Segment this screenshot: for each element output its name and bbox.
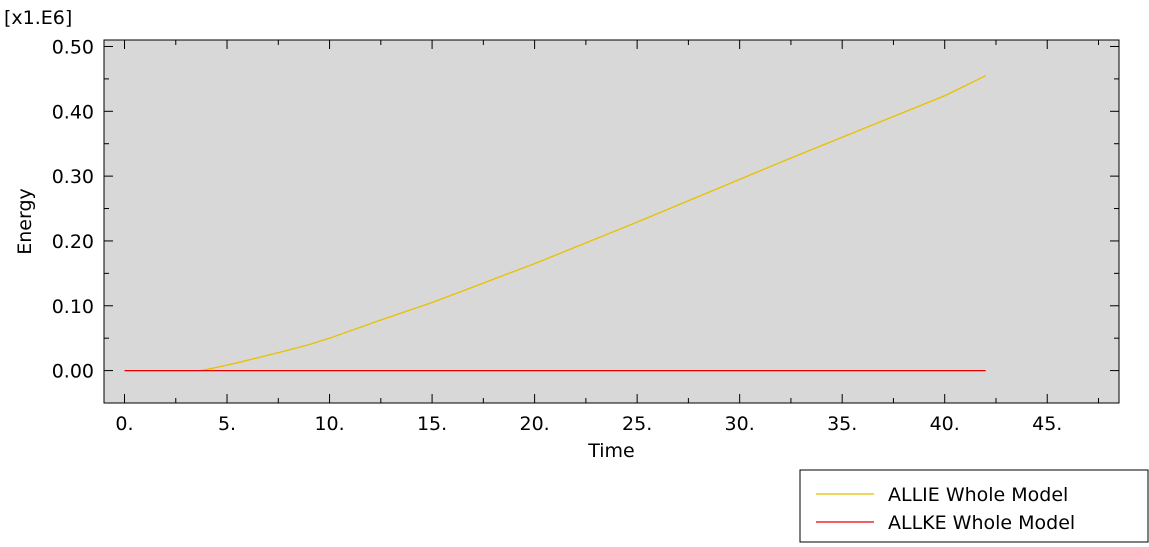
x-axis-ticks: [124, 40, 1099, 403]
y-tick-label: 0.50: [52, 36, 94, 58]
y-axis-multiplier-label: [x1.E6]: [4, 7, 72, 29]
legend: ALLIE Whole Model ALLKE Whole Model: [799, 469, 1149, 543]
x-axis-title: Time: [587, 440, 635, 462]
x-tick-label: 0.: [115, 413, 133, 435]
y-axis-tick-labels: 0.00 0.10 0.20 0.30 0.40 0.50: [52, 36, 94, 382]
series-layer: [124, 75, 987, 372]
x-tick-label: 35.: [827, 413, 857, 435]
x-tick-label: 15.: [417, 413, 447, 435]
legend-label-allie: ALLIE Whole Model: [888, 484, 1068, 506]
y-tick-label: 0.20: [52, 231, 94, 253]
y-axis-ticks: [104, 45, 1119, 404]
x-tick-label: 5.: [218, 413, 236, 435]
y-tick-label: 0.30: [52, 166, 94, 188]
x-tick-label: 45.: [1032, 413, 1062, 435]
legend-box: [799, 469, 1149, 543]
x-tick-label: 30.: [725, 413, 755, 435]
y-axis-title: Energy: [14, 188, 36, 255]
series-line-allie: [124, 75, 987, 372]
x-tick-label: 40.: [930, 413, 960, 435]
y-tick-label: 0.10: [52, 296, 94, 318]
y-tick-label: 0.00: [52, 361, 94, 383]
legend-label-allke: ALLKE Whole Model: [888, 512, 1075, 534]
x-axis-tick-labels: 0. 5. 10. 15. 20. 25. 30. 35. 40. 45.: [115, 413, 1062, 435]
x-tick-label: 25.: [622, 413, 652, 435]
x-tick-label: 10.: [314, 413, 344, 435]
x-tick-label: 20.: [519, 413, 549, 435]
y-tick-label: 0.40: [52, 101, 94, 123]
plot-area: [103, 39, 1120, 404]
